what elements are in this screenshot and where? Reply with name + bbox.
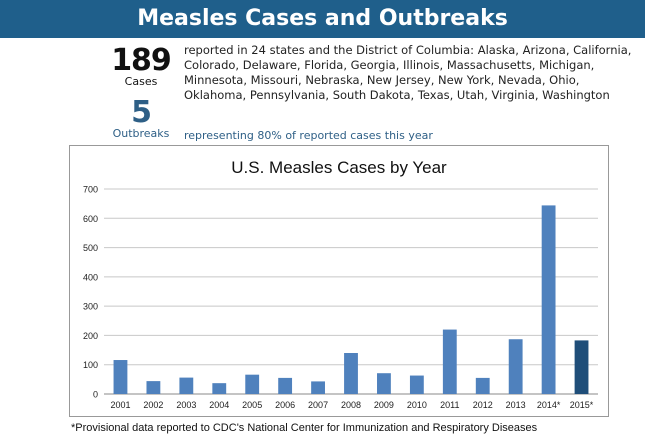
bar-2008 xyxy=(344,353,358,394)
x-tick-label: 2004 xyxy=(209,400,229,410)
bar-2005 xyxy=(245,374,260,394)
bar-chart: U.S. Measles Cases by Year 0 100 200 300 400… xyxy=(83,158,598,410)
chart-title: U.S. Measles Cases by Year xyxy=(231,158,447,177)
x-tick-label: 2011 xyxy=(440,400,459,410)
y-tick-label: 500 xyxy=(83,243,98,253)
y-tick-label: 400 xyxy=(83,272,98,282)
y-tick-label: 300 xyxy=(83,302,98,312)
x-tick-label: 2010 xyxy=(407,400,427,410)
y-tick-label: 700 xyxy=(83,185,98,195)
y-tick-label: 0 xyxy=(93,390,98,400)
x-tick-label: 2013 xyxy=(506,400,526,410)
bar-2014-provisional xyxy=(541,205,556,394)
x-tick-label: 2005 xyxy=(242,400,262,410)
y-tick-label: 100 xyxy=(83,360,98,370)
bar-2012 xyxy=(475,377,490,394)
x-tick-label: 2003 xyxy=(176,400,196,410)
bar-2013 xyxy=(508,339,523,394)
bar-2010 xyxy=(409,375,424,394)
cases-count: 189 xyxy=(111,43,172,78)
bar-2009 xyxy=(377,373,391,394)
x-tick-label: 2014* xyxy=(537,400,561,410)
x-tick-label: 2015* xyxy=(570,400,594,410)
bar-2004 xyxy=(212,383,227,394)
outbreaks-label: Outbreaks xyxy=(112,127,170,140)
bar-2001 xyxy=(113,360,128,394)
y-tick-label: 200 xyxy=(83,331,98,341)
outbreaks-count: 5 xyxy=(131,95,152,130)
outbreak-note: representing 80% of reported cases this … xyxy=(184,129,433,142)
x-tick-label: 2009 xyxy=(374,400,394,410)
bar-2015-provisional xyxy=(574,340,589,394)
bar-2007 xyxy=(311,381,325,394)
footnote: *Provisional data reported to CDC's Nati… xyxy=(71,422,538,434)
x-tick-label: 2002 xyxy=(143,400,163,410)
x-tick-label: 2008 xyxy=(341,400,361,410)
x-tick-label: 2006 xyxy=(275,400,295,410)
outbreaks-stat: 5 Outbreaks xyxy=(108,98,174,140)
bar-2003 xyxy=(179,377,194,394)
x-tick-label: 2012 xyxy=(473,400,493,410)
x-tick-label: 2007 xyxy=(308,400,328,410)
bar-2006 xyxy=(278,377,293,394)
y-tick-label: 600 xyxy=(83,214,98,224)
bar-2011 xyxy=(442,329,457,394)
cases-stat: 189 Cases xyxy=(110,46,172,88)
bar-2002 xyxy=(146,381,161,394)
chart-container: U.S. Measles Cases by Year 0 100 200 300 400… xyxy=(69,145,609,417)
banner-title: Measles Cases and Outbreaks xyxy=(0,0,645,38)
cases-label: Cases xyxy=(124,75,158,88)
x-tick-label: 2001 xyxy=(110,400,130,410)
states-summary: reported in 24 states and the District o… xyxy=(184,43,632,102)
